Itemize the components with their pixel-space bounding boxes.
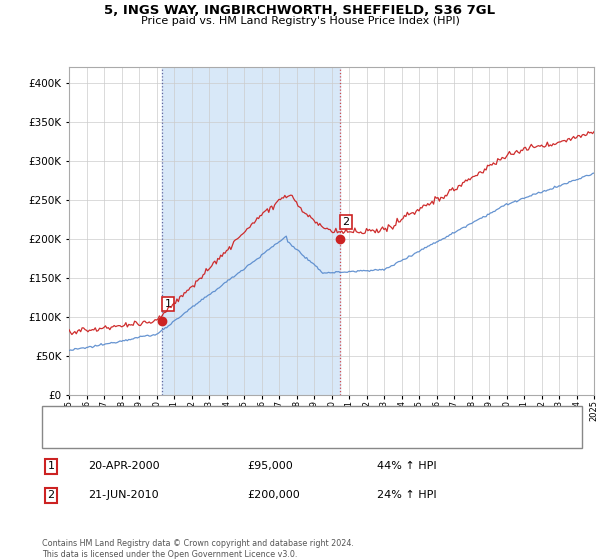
Text: 21-JUN-2010: 21-JUN-2010: [88, 491, 158, 501]
Text: 2: 2: [47, 491, 55, 501]
Text: 1: 1: [47, 461, 55, 472]
Text: 24% ↑ HPI: 24% ↑ HPI: [377, 491, 436, 501]
Text: £200,000: £200,000: [247, 491, 300, 501]
Text: 1: 1: [164, 299, 172, 309]
Text: 44% ↑ HPI: 44% ↑ HPI: [377, 461, 436, 472]
Text: £95,000: £95,000: [247, 461, 293, 472]
Text: 2: 2: [343, 217, 349, 227]
Text: HPI: Average price, detached house, Barnsley: HPI: Average price, detached house, Barn…: [91, 432, 314, 442]
Bar: [162, 67, 340, 395]
FancyBboxPatch shape: [42, 406, 582, 448]
Text: 5, INGS WAY, INGBIRCHWORTH, SHEFFIELD, S36 7GL: 5, INGS WAY, INGBIRCHWORTH, SHEFFIELD, S…: [104, 4, 496, 17]
Text: 20-APR-2000: 20-APR-2000: [88, 461, 160, 472]
Text: Contains HM Land Registry data © Crown copyright and database right 2024.
This d: Contains HM Land Registry data © Crown c…: [42, 539, 354, 559]
Text: Price paid vs. HM Land Registry's House Price Index (HPI): Price paid vs. HM Land Registry's House …: [140, 16, 460, 26]
Text: 5, INGS WAY, INGBIRCHWORTH, SHEFFIELD, S36 7GL (detached house): 5, INGS WAY, INGBIRCHWORTH, SHEFFIELD, S…: [91, 412, 437, 422]
